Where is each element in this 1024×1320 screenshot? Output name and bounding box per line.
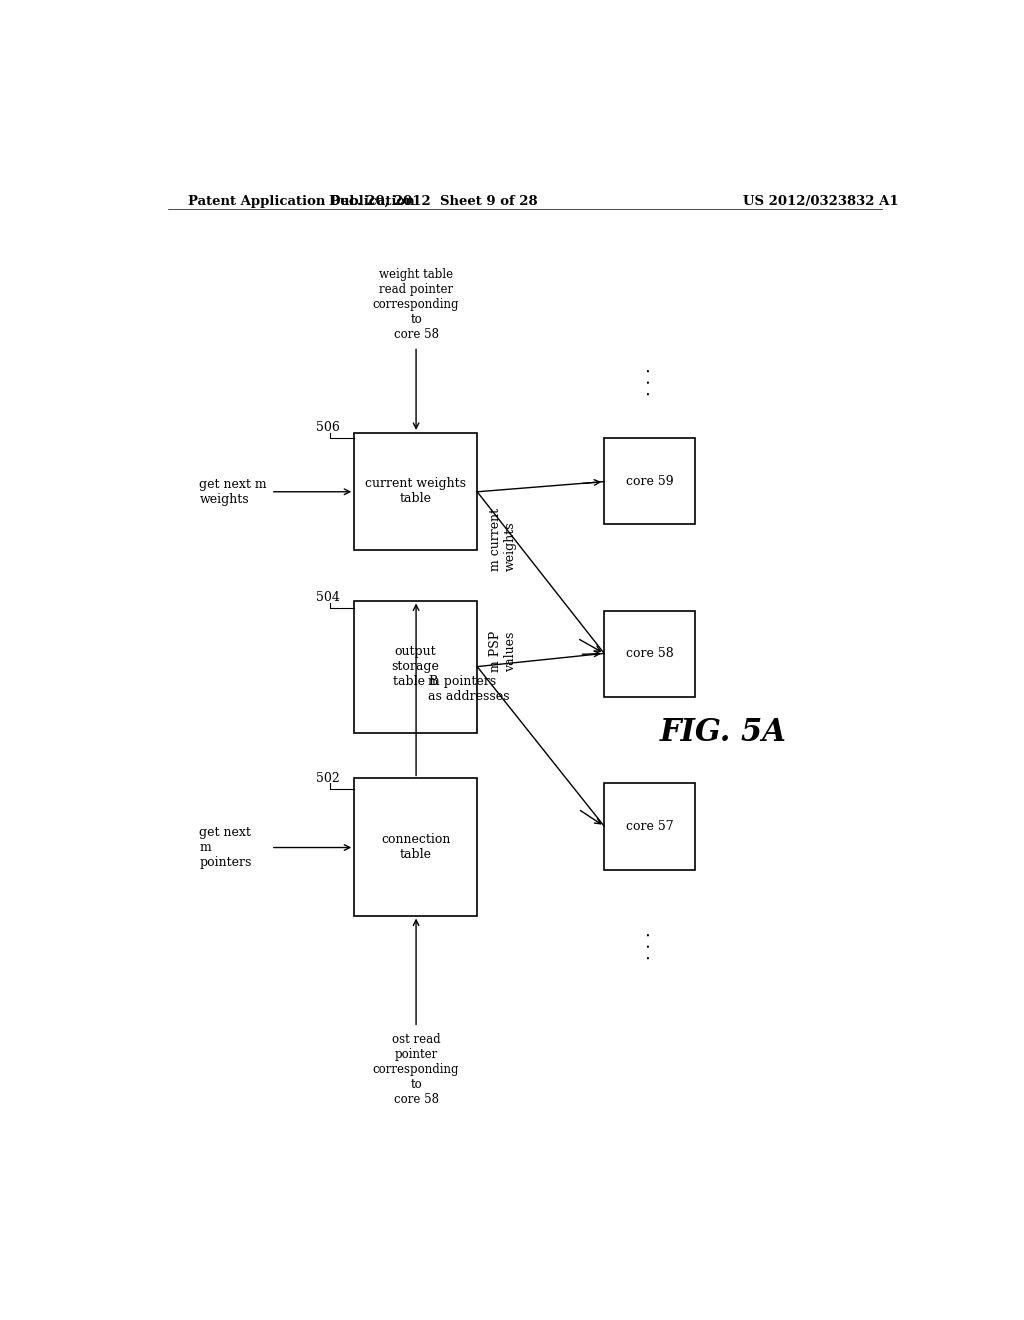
Text: FIG. 5A: FIG. 5A [659,717,786,748]
Text: 506: 506 [316,421,340,434]
Text: Patent Application Publication: Patent Application Publication [187,195,415,209]
Text: output
storage
table B: output storage table B [392,645,439,688]
Text: get next
m
pointers: get next m pointers [200,826,252,869]
Text: current weights
table: current weights table [366,478,466,506]
Bar [354,601,477,733]
Text: get next m
weights: get next m weights [200,478,267,506]
Bar [354,433,477,549]
Text: 504: 504 [316,591,340,605]
Text: 502: 502 [316,772,340,785]
Text: weight table
read pointer
corresponding
to
core 58: weight table read pointer corresponding … [373,268,460,342]
Text: m PSP
values: m PSP values [489,631,517,672]
Text: core 58: core 58 [626,647,674,660]
Text: · · ·: · · · [641,368,659,396]
Bar [354,779,477,916]
Text: connection
table: connection table [381,833,451,861]
Text: ost read
pointer
corresponding
to
core 58: ost read pointer corresponding to core 5… [373,1032,460,1106]
Text: core 59: core 59 [626,475,674,487]
Text: m pointers
as addresses: m pointers as addresses [428,676,510,704]
Bar [604,784,695,870]
Text: m current
weights: m current weights [489,508,517,572]
Text: core 57: core 57 [626,820,674,833]
Bar [604,611,695,697]
Text: Dec. 20, 2012  Sheet 9 of 28: Dec. 20, 2012 Sheet 9 of 28 [330,195,538,209]
Bar [604,438,695,524]
Text: US 2012/0323832 A1: US 2012/0323832 A1 [743,195,899,209]
Text: · · ·: · · · [641,932,659,961]
